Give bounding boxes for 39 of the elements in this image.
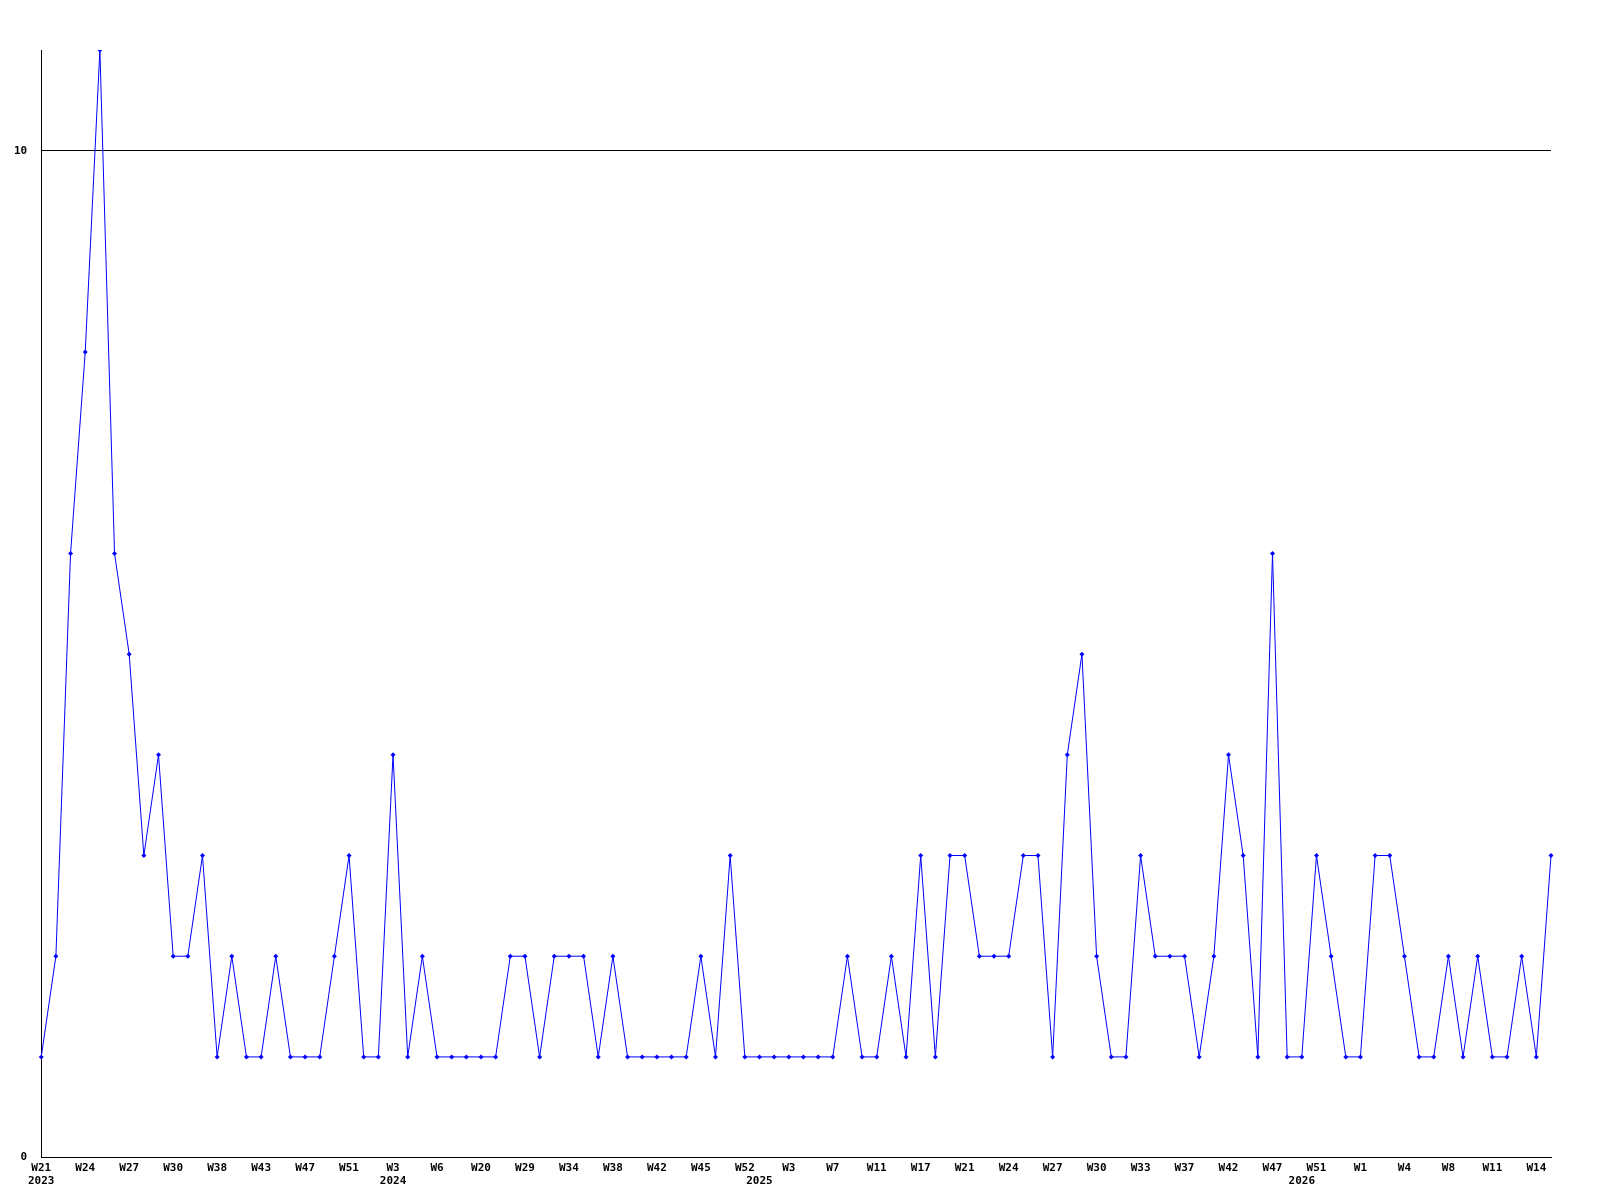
- x-tick-label: W38: [602, 1161, 623, 1175]
- x-tick-label: W3: [782, 1161, 796, 1175]
- x-tick-label: W52: [734, 1161, 755, 1175]
- x-tick-label: W1: [1353, 1161, 1368, 1175]
- y-tick-label: 0: [20, 1150, 28, 1164]
- x-tick-label: W11: [1482, 1161, 1503, 1175]
- x-tick-label: W27: [119, 1161, 140, 1175]
- x-tick-label: W45: [690, 1161, 711, 1175]
- x-tick-label: W29: [515, 1161, 535, 1175]
- x-tick-label: W24: [75, 1161, 96, 1175]
- x-tick-label: W47: [295, 1161, 316, 1175]
- x-tick-label: W42: [1218, 1161, 1239, 1175]
- x-tick-label: W20: [471, 1161, 491, 1175]
- x-tick-label: W8: [1441, 1161, 1456, 1175]
- x-tick-label: W3 2024: [379, 1161, 407, 1188]
- x-tick-label: W24: [998, 1161, 1019, 1175]
- x-tick-label: 2025: [746, 1174, 773, 1188]
- x-tick-label: W51: [339, 1161, 360, 1175]
- x-tick-label: W27: [1042, 1161, 1063, 1175]
- x-tick-label: 2026: [1288, 1174, 1316, 1188]
- x-tick-label: W42: [646, 1161, 667, 1175]
- x-tick-label: W17: [910, 1161, 931, 1175]
- x-tick-label: W21 2023: [28, 1161, 55, 1188]
- x-tick-label: W43: [251, 1161, 272, 1175]
- x-tick-label: W21: [954, 1161, 975, 1175]
- x-tick-label: W38: [207, 1161, 228, 1175]
- x-tick-label: W37: [1174, 1161, 1195, 1175]
- x-tick-label: W4: [1397, 1161, 1412, 1175]
- x-tick-label: W30: [1086, 1161, 1107, 1175]
- x-tick-label: W30: [163, 1161, 184, 1175]
- x-tick-label: W14: [1526, 1161, 1547, 1175]
- x-tick-label: W6: [430, 1161, 444, 1175]
- x-tick-label: W7: [826, 1161, 840, 1175]
- x-tick-label: W47: [1262, 1161, 1283, 1175]
- x-tick-label: W33: [1130, 1161, 1151, 1175]
- y-tick-label: 10: [14, 143, 28, 157]
- x-tick-label: W34: [558, 1161, 580, 1175]
- x-tick-label: W11: [866, 1161, 888, 1175]
- x-tick-label: W51: [1306, 1161, 1327, 1175]
